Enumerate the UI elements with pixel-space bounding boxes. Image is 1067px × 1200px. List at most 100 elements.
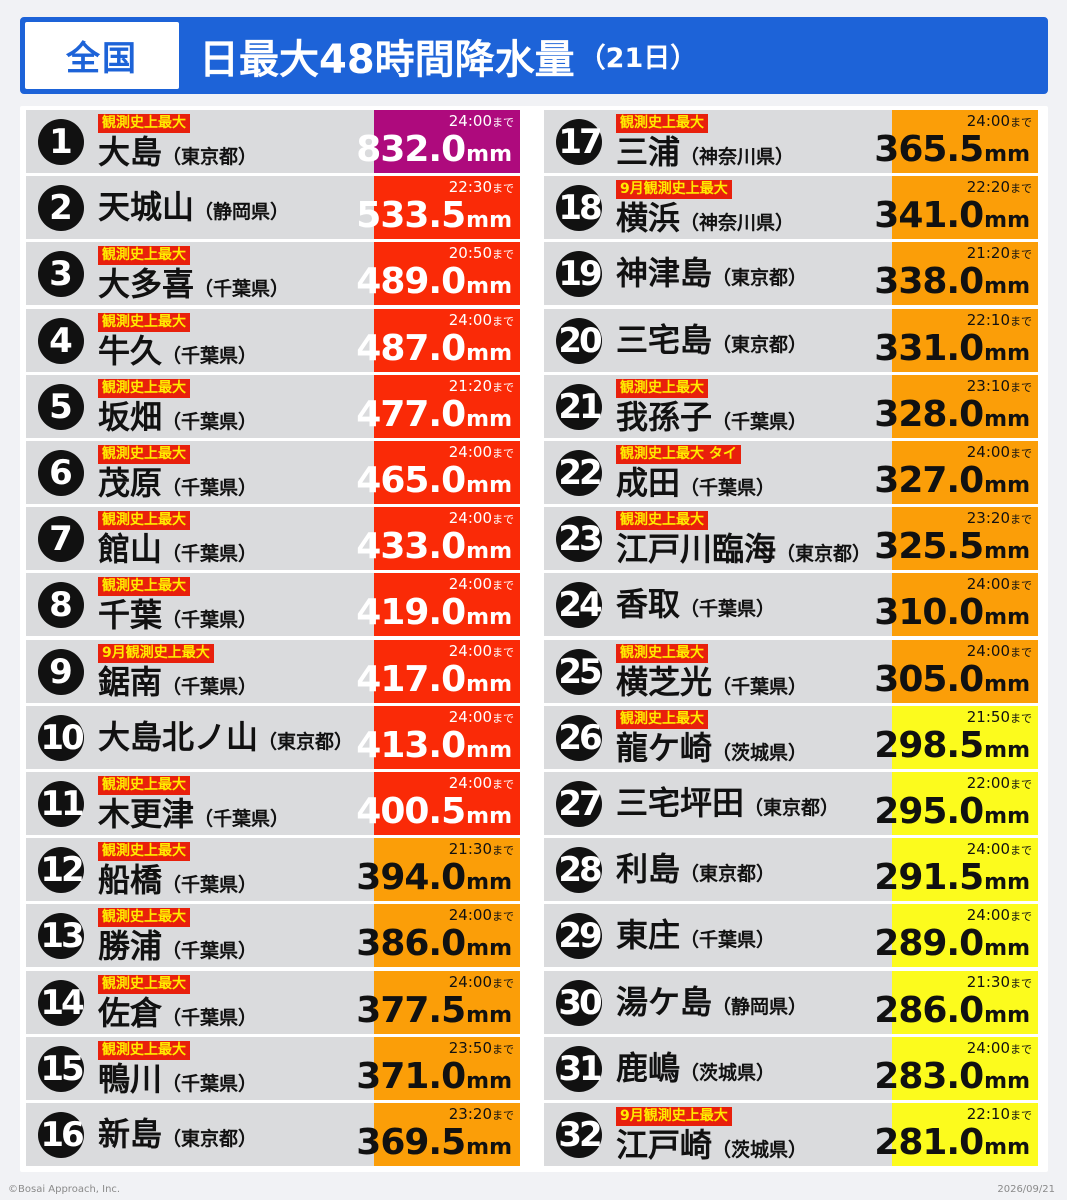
rainfall-amount: 832.0mm: [356, 130, 512, 175]
station-label: 新島 （東京都）: [98, 1115, 257, 1153]
until-suffix: まで: [492, 314, 514, 328]
station-label: 船橋 （千葉県）: [98, 861, 257, 899]
station-label: 大島 （東京都）: [98, 133, 257, 171]
unit-label: mm: [466, 1135, 512, 1160]
rainfall-number: 305.0: [874, 658, 984, 700]
station-label: 鴨川 （千葉県）: [98, 1060, 257, 1098]
rank-badge: 21: [556, 383, 603, 430]
rainfall-number: 338.0: [874, 261, 984, 303]
station-name: 鹿嶋: [616, 1048, 681, 1087]
rainfall-amount: 328.0mm: [874, 394, 1030, 440]
rank-badge: 5: [38, 383, 84, 430]
until-suffix: まで: [1010, 314, 1032, 328]
until-suffix: まで: [492, 711, 514, 725]
ranking-row: 25 観測史上最大 横芝光 （千葉県） 24:00まで 305.0mm: [544, 639, 1038, 703]
until-time-value: 21:20: [448, 376, 492, 395]
rainfall-amount: 310.0mm: [874, 593, 1030, 638]
until-time-value: 21:50: [966, 707, 1010, 726]
rainfall-value-box: 24:00まで 487.0mm: [356, 308, 520, 372]
prefecture-name: （神奈川県）: [680, 212, 795, 235]
until-time-value: 24:00: [966, 575, 1010, 594]
rainfall-amount: 327.0mm: [874, 461, 1030, 506]
until-suffix: まで: [1010, 844, 1032, 858]
unit-label: mm: [984, 737, 1030, 763]
station-name: 江戸崎: [616, 1126, 713, 1164]
rainfall-number: 400.5: [356, 791, 466, 832]
record-tag: 観測史上最大: [98, 246, 190, 266]
ranking-row: 30 湯ケ島 （静岡県） 21:30まで 286.0mm: [544, 970, 1038, 1036]
station-label: 三宅坪田 （東京都）: [616, 784, 839, 822]
unit-label: mm: [466, 936, 512, 962]
rank-badge: 6: [38, 450, 84, 496]
rank-badge: 29: [556, 913, 603, 960]
station-label: 龍ケ崎 （茨城県）: [616, 729, 807, 767]
region-badge: 全国: [25, 22, 179, 89]
rainfall-number: 377.5: [356, 989, 466, 1031]
rainfall-amount: 365.5mm: [874, 130, 1030, 175]
unit-label: mm: [984, 1002, 1030, 1028]
record-tag: 9月観測史上最大: [98, 643, 214, 663]
until-time-value: 24:00: [448, 310, 492, 329]
rank-badge: 32: [556, 1112, 603, 1158]
rainfall-number: 832.0: [356, 129, 466, 170]
station-label: 湯ケ島 （静岡県）: [616, 983, 807, 1021]
prefecture-name: （千葉県）: [162, 1072, 258, 1095]
rainfall-number: 394.0: [356, 857, 466, 899]
rainfall-amount: 413.0mm: [356, 725, 512, 771]
record-tag: 観測史上最大: [616, 709, 708, 729]
unit-label: mm: [466, 870, 512, 896]
rainfall-amount: 286.0mm: [874, 990, 1030, 1036]
until-suffix: まで: [1010, 116, 1032, 129]
ranking-row: 26 観測史上最大 龍ケ崎 （茨城県） 21:50まで 298.5mm: [544, 705, 1038, 769]
ranking-row: 21 観測史上最大 我孫子 （千葉県） 23:10まで 328.0mm: [544, 374, 1038, 440]
rainfall-amount: 417.0mm: [356, 659, 512, 705]
record-tag: 観測史上最大: [616, 643, 708, 663]
station-label: 三浦 （神奈川県）: [616, 133, 794, 171]
until-time-value: 23:50: [448, 1038, 492, 1057]
unit-label: mm: [466, 406, 512, 432]
ranking-row: 32 9月観測史上最大 江戸崎 （茨城県） 22:10まで 281.0mm: [544, 1103, 1038, 1166]
rainfall-number: 433.0: [356, 526, 466, 568]
until-time-value: 24:00: [448, 443, 492, 461]
prefecture-name: （静岡県）: [194, 201, 290, 224]
prefecture-name: （千葉県）: [680, 477, 776, 499]
rainfall-amount: 338.0mm: [874, 262, 1030, 307]
station-label: 鋸南 （千葉県）: [98, 663, 257, 701]
prefecture-name: （千葉県）: [194, 808, 290, 830]
until-time-value: 24:00: [448, 575, 492, 594]
rank-badge: 23: [556, 516, 603, 563]
rainfall-number: 533.5: [356, 195, 466, 237]
ranking-row: 4 観測史上最大 牛久 （千葉県） 24:00まで 487.0mm: [26, 308, 520, 372]
station-label: 坂畑 （千葉県）: [98, 398, 257, 436]
rank-badge: 30: [556, 979, 603, 1026]
unit-label: mm: [984, 340, 1030, 366]
until-time-value: 24:00: [966, 906, 1010, 925]
until-suffix: まで: [492, 116, 514, 129]
station-name: 三浦: [616, 133, 681, 171]
station-name: 東庄: [616, 916, 681, 955]
record-tag: 観測史上最大: [98, 114, 190, 133]
ranking-row: 31 鹿嶋 （茨城県） 24:00まで 283.0mm: [544, 1036, 1038, 1100]
until-time-value: 22:30: [448, 178, 492, 197]
unit-label: mm: [984, 671, 1030, 697]
station-name: 鋸南: [98, 662, 163, 701]
rank-badge: 9: [38, 648, 84, 695]
rainfall-amount: 400.5mm: [356, 792, 512, 837]
station-label: 横浜 （神奈川県）: [616, 199, 794, 237]
record-tag: 観測史上最大: [616, 114, 708, 133]
unit-label: mm: [984, 274, 1030, 300]
unit-label: mm: [984, 605, 1030, 631]
ranking-row: 13 観測史上最大 勝浦 （千葉県） 24:00まで 386.0mm: [26, 904, 520, 968]
prefecture-name: （東京都）: [776, 543, 872, 566]
rainfall-value-box: 22:00まで 295.0mm: [874, 772, 1038, 835]
ranking-row: 1 観測史上最大 大島 （東京都） 24:00まで 832.0mm: [26, 110, 520, 173]
until-time-value: 23:20: [448, 1105, 492, 1123]
unit-label: mm: [466, 605, 512, 631]
rainfall-value-box: 20:50まで 489.0mm: [356, 242, 520, 306]
prefecture-name: （千葉県）: [712, 410, 808, 433]
until-time: 24:00まで: [449, 774, 514, 792]
rank-badge: 15: [38, 1045, 85, 1092]
until-suffix: まで: [492, 976, 514, 990]
unit-label: mm: [984, 1135, 1030, 1160]
rainfall-value-box: 23:20まで 325.5mm: [874, 507, 1038, 571]
